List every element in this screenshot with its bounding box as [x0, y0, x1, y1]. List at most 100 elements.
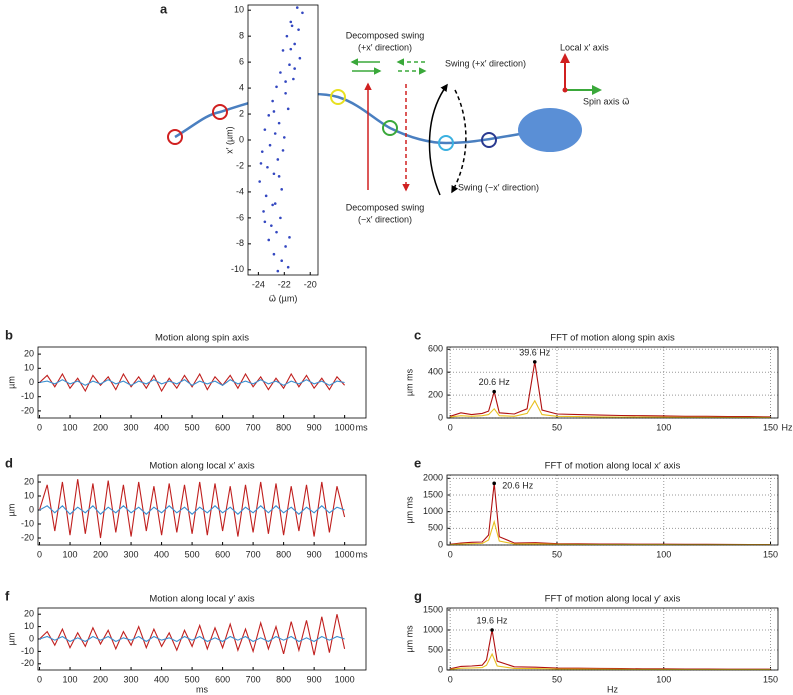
x-tick-label: 0 — [448, 422, 453, 432]
y-tick-label: 10 — [24, 363, 34, 373]
y-tick-label: -10 — [231, 264, 244, 274]
panel-letter: c — [414, 327, 421, 342]
scatter-point — [292, 77, 295, 81]
scatter-point — [275, 85, 278, 89]
scatter-point — [288, 63, 291, 67]
series-line — [39, 372, 346, 393]
marker-circle — [167, 129, 183, 145]
x-tick-label: 900 — [307, 422, 322, 432]
scatter-point — [295, 6, 299, 9]
x-tick-label: 400 — [154, 549, 169, 559]
peak-marker — [492, 481, 496, 486]
marker-circle — [382, 120, 398, 136]
x-tick-label: 1000 — [335, 549, 355, 559]
y-tick-label: 500 — [428, 644, 443, 654]
y-axis-label: x′ (µm) — [224, 126, 234, 153]
y-tick-label: -10 — [21, 391, 34, 401]
panel-letter: a — [160, 1, 168, 16]
scatter-point — [266, 165, 269, 169]
y-tick-label: 200 — [428, 389, 443, 399]
diagram-label: Spin axis ω⃗ — [583, 96, 630, 106]
scatter-point — [293, 42, 296, 46]
plot-area — [38, 608, 366, 670]
scatter-point — [286, 107, 290, 111]
scatter-point — [275, 230, 278, 234]
annotation: 39.6 Hz — [519, 347, 551, 357]
y-tick-label: 1000 — [423, 624, 443, 634]
x-tick-label: 100 — [656, 422, 671, 432]
scatter-point — [282, 136, 286, 139]
plot-frame — [37, 474, 367, 546]
y-tick-label: 2000 — [423, 473, 443, 483]
plot-area — [447, 347, 778, 418]
scatter-point — [276, 158, 280, 161]
chart-title: Motion along local x′ axis — [149, 461, 255, 472]
annotation: 20.6 Hz — [502, 481, 534, 491]
x-tick-label: 300 — [124, 549, 139, 559]
x-tick-label: 300 — [124, 674, 139, 684]
panel-letter: d — [5, 455, 13, 470]
series-line — [450, 399, 771, 419]
scatter-point — [276, 269, 280, 273]
series-line — [450, 361, 771, 418]
x-axis-label: ω⃗ (µm) — [269, 293, 298, 303]
scatter-point — [280, 259, 284, 263]
y-tick-label: 1500 — [423, 489, 443, 499]
diagram-label: Decomposed swing — [346, 30, 425, 40]
x-tick-label: 700 — [246, 549, 261, 559]
chart-title: FFT of motion along spin axis — [550, 333, 675, 344]
scatter-point — [259, 162, 263, 165]
x-tick-label: 500 — [185, 549, 200, 559]
scatter-point — [289, 20, 293, 24]
scatter-point — [298, 56, 302, 60]
y-tick-label: 10 — [24, 621, 34, 631]
x-tick-label: 400 — [154, 674, 169, 684]
plot-area — [447, 475, 778, 545]
scatter-point — [301, 11, 304, 15]
y-axis-label: µm ms — [404, 496, 414, 524]
scatter-point — [262, 210, 265, 213]
x-axis-unit: ms — [356, 549, 368, 559]
x-tick-label: 0 — [37, 674, 42, 684]
y-tick-label: 8 — [239, 31, 244, 41]
scatter-point — [263, 128, 267, 131]
scatter-point — [273, 132, 277, 135]
scatter-point — [284, 80, 287, 83]
x-tick-label: 800 — [276, 422, 291, 432]
plot-frame — [37, 607, 367, 671]
x-tick-label: 0 — [37, 549, 42, 559]
scatter-point — [277, 121, 281, 125]
panel-letter: f — [5, 588, 10, 603]
diagram-label: Decomposed swing — [346, 202, 425, 212]
scatter-point — [281, 149, 285, 152]
x-tick-label: 200 — [93, 422, 108, 432]
scatter-point — [272, 172, 276, 176]
annotation: 20.6 Hz — [479, 377, 511, 387]
scatter-point — [267, 238, 271, 242]
x-tick-label: 500 — [185, 422, 200, 432]
diagram-label: Swing (+x′ direction) — [445, 58, 526, 68]
x-tick-label: 150 — [763, 549, 778, 559]
x-tick-label: 50 — [552, 422, 562, 432]
x-axis-unit: ms — [356, 422, 368, 432]
y-tick-label: 1500 — [423, 604, 443, 614]
diagram-label: Swing (−x′ direction) — [458, 182, 539, 192]
x-tick-label: 900 — [307, 549, 322, 559]
y-tick-label: 6 — [239, 56, 244, 66]
y-axis-label: µm ms — [404, 368, 414, 396]
scatter-point — [286, 265, 290, 269]
y-tick-label: 20 — [24, 348, 34, 358]
scatter-point — [284, 91, 287, 95]
x-axis-unit: Hz — [782, 422, 793, 432]
y-tick-label: -20 — [21, 532, 34, 542]
scatter-point — [260, 150, 264, 153]
scatter-point — [279, 216, 282, 220]
y-tick-label: 10 — [234, 5, 244, 15]
x-tick-label: 600 — [215, 674, 230, 684]
y-tick-label: 1000 — [423, 506, 443, 516]
scatter-point — [293, 67, 296, 70]
marker-circle — [438, 135, 454, 151]
x-tick-label: 100 — [63, 422, 78, 432]
y-tick-label: 0 — [438, 664, 443, 674]
x-tick-label: 100 — [63, 549, 78, 559]
